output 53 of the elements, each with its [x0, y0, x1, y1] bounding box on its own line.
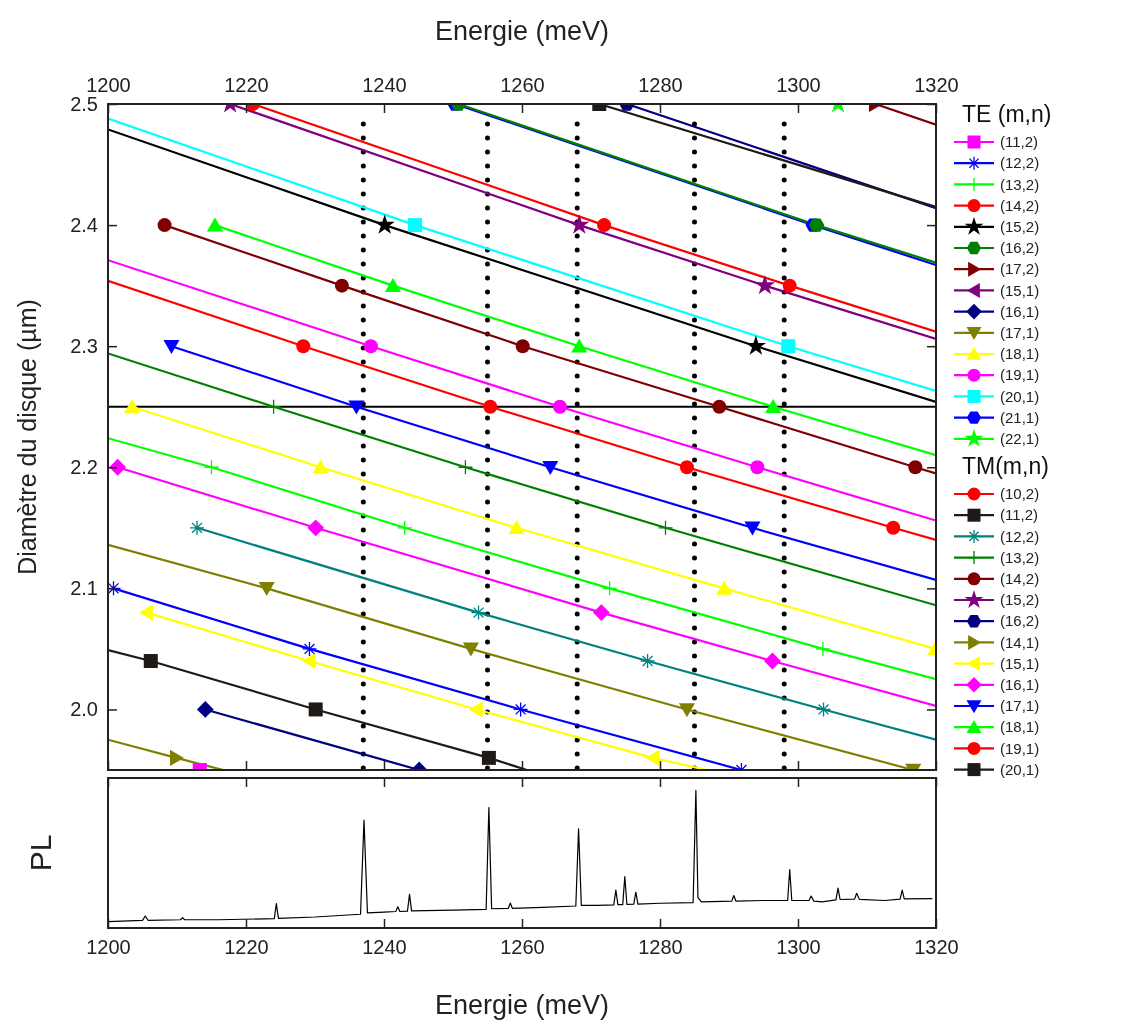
legend-label: (15,2) — [1000, 218, 1040, 236]
x-tick-label: 1260 — [500, 936, 545, 959]
legend-label: (14,2) — [1000, 570, 1040, 588]
legend-label: (11,2) — [1000, 133, 1039, 151]
legend-label: (20,1) — [1000, 760, 1040, 778]
x-tick-label: 1280 — [638, 74, 683, 96]
legend-label: (21,1) — [1000, 408, 1040, 426]
legend-label: (19,1) — [1000, 739, 1040, 757]
legend-label: (17,1) — [1000, 697, 1040, 715]
x-axis-title: Energie (meV) — [434, 16, 610, 46]
x-tick-label: 1300 — [776, 936, 821, 959]
legend-label: (19,1) — [1000, 366, 1040, 384]
x-tick-label: 1280 — [638, 936, 683, 959]
legend-label: (15,1) — [1000, 654, 1040, 672]
x-tick-label: 1320 — [914, 74, 959, 96]
legend-label: (14,1) — [1000, 633, 1040, 651]
legend-label: (15,1) — [1000, 281, 1040, 299]
x-tick-label: 1300 — [776, 74, 821, 96]
y-tick-label: 2.2 — [70, 456, 98, 479]
x-tick-label: 1220 — [224, 936, 269, 959]
y-tick-label: 2.0 — [70, 698, 98, 721]
text: TM(m,n) — [962, 453, 1049, 479]
legend-label: (18,1) — [1000, 345, 1040, 363]
x-tick-label: 1260 — [500, 74, 545, 96]
y-tick-label: 2.1 — [70, 577, 98, 600]
y-tick-label: 2.4 — [70, 213, 98, 236]
legend-label: (11,2) — [1000, 506, 1039, 524]
legend-label: (16,1) — [1000, 676, 1040, 694]
legend-label: (17,1) — [1000, 324, 1040, 342]
legend-label: (15,2) — [1000, 591, 1040, 609]
legend-label: (13,2) — [1000, 548, 1040, 566]
x-tick-label: 1200 — [86, 936, 131, 959]
legend-label: (16,2) — [1000, 239, 1040, 257]
x-tick-label: 1240 — [362, 74, 407, 96]
legend-label: (12,2) — [1000, 154, 1040, 172]
legend-label: (12,2) — [1000, 527, 1040, 545]
legend-label: (16,1) — [1000, 302, 1040, 320]
x-tick-label: 1240 — [362, 936, 407, 959]
y-tick-label: 2.3 — [70, 335, 98, 358]
x-axis-title: Energie (meV) — [434, 990, 610, 1020]
legend-label: (10,2) — [1000, 485, 1040, 503]
x-tick-label: 1320 — [914, 936, 959, 959]
legend-label: (17,2) — [1000, 260, 1040, 278]
x-tick-label: 1220 — [224, 74, 269, 96]
legend-label: (14,2) — [1000, 196, 1040, 214]
y-axis-title: PL — [24, 834, 57, 872]
legend-label: (20,1) — [1000, 387, 1040, 405]
legend-label: (22,1) — [1000, 430, 1040, 448]
legend-label: (16,2) — [1000, 612, 1040, 630]
y-axis-title: Diamètre du disque (µm) — [13, 299, 41, 575]
legend-label: (13,2) — [1000, 175, 1040, 193]
legend-title: TE (m,n) — [962, 101, 1052, 127]
legend-label: (18,1) — [1000, 718, 1040, 736]
